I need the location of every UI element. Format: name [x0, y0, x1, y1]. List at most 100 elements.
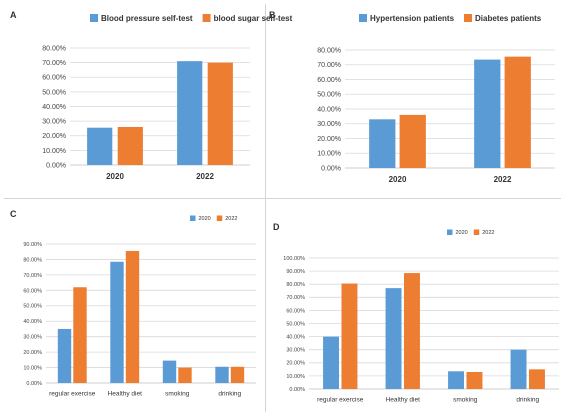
bar-2020-regular-exercise: [323, 336, 339, 389]
chart-panel-b: B 0.00% 10.00% 20.00% 30.00% 40.00% 50.00% 60.0…: [267, 0, 565, 198]
legend-swatch: [190, 215, 196, 221]
bar-2020-healthy-diet: [385, 288, 402, 389]
legend-swatch: [202, 14, 211, 22]
bar-2020-drinking: [510, 349, 527, 389]
bar-2020-healthy-diet: [110, 261, 124, 383]
bar-diabetes-patients-2022: [504, 56, 531, 169]
y-tick-label: 40.00%: [42, 104, 66, 111]
y-tick-label: 50.00%: [317, 92, 341, 99]
y-tick-label: 60.00%: [23, 288, 42, 294]
chart-svg: A 0.00% 10.00% 20.00% 30.00% 40.00% 50.00% 60.0…: [10, 10, 293, 181]
bar-2022-healthy-diet: [404, 273, 420, 389]
y-tick-label: 0.00%: [289, 387, 305, 393]
y-tick-label: 60.00%: [317, 77, 341, 84]
x-category-label: Healthy diet: [108, 391, 143, 398]
bar-diabetes-patients-2020: [399, 114, 426, 168]
bar-2020-drinking: [215, 366, 229, 383]
y-tick-label: 10.00%: [42, 148, 66, 155]
y-tick-label: 30.00%: [317, 121, 341, 128]
legend-swatch: [473, 229, 480, 235]
legend-swatch: [216, 215, 223, 221]
chart-panel-d: D 0.00% 10.00% 20.00% 30.00% 40.00% 50.00% 60.0…: [267, 200, 565, 416]
y-tick-label: 10.00%: [23, 365, 42, 371]
legend-label: blood sugar self-test: [214, 14, 293, 23]
y-tick-label: 0.00%: [46, 162, 66, 169]
bar-2022-regular-exercise: [73, 287, 87, 383]
y-tick-label: 60.00%: [42, 75, 66, 82]
y-tick-label: 30.00%: [42, 119, 66, 126]
y-tick-label: 20.00%: [42, 133, 66, 140]
y-tick-label: 80.00%: [286, 282, 305, 288]
bar-2022-regular-exercise: [341, 283, 358, 389]
chart-svg: B 0.00% 10.00% 20.00% 30.00% 40.00% 50.00% 60.0…: [269, 10, 555, 184]
bar-blood-sugar-self-test-2020: [117, 126, 143, 165]
x-category-label: drinking: [218, 391, 241, 398]
y-tick-label: 80.00%: [317, 47, 341, 54]
x-category-label: regular exercise: [49, 391, 96, 398]
y-tick-label: 60.00%: [286, 308, 305, 314]
bar-2022-drinking: [230, 366, 245, 383]
y-tick-label: 70.00%: [23, 273, 42, 279]
legend-swatch: [90, 14, 98, 22]
legend-label: 2022: [482, 230, 494, 236]
chart-svg: D 0.00% 10.00% 20.00% 30.00% 40.00% 50.00% 60.0…: [273, 222, 559, 404]
bar-2020-regular-exercise: [57, 328, 72, 383]
panel-letter: C: [10, 209, 17, 219]
bar-2022-smoking: [178, 367, 192, 383]
panel-divider-horizontal: [4, 198, 561, 199]
y-tick-label: 90.00%: [23, 242, 42, 248]
panel-letter: D: [273, 222, 280, 232]
legend-swatch: [447, 229, 453, 235]
y-tick-label: 70.00%: [42, 60, 66, 67]
bar-hypertension-patients-2020: [369, 119, 396, 168]
y-tick-label: 40.00%: [286, 335, 305, 341]
y-tick-label: 20.00%: [317, 136, 341, 143]
y-tick-label: 40.00%: [23, 319, 42, 325]
legend-label: Hypertension patients: [370, 14, 455, 23]
y-tick-label: 40.00%: [317, 106, 341, 113]
bar-hypertension-patients-2022: [474, 59, 501, 168]
y-tick-label: 20.00%: [23, 350, 42, 356]
y-tick-label: 80.00%: [23, 257, 42, 263]
bar-blood-pressure-self-test-2020: [87, 127, 113, 165]
chart-svg: C 0.00% 10.00% 20.00% 30.00% 40.00% 50.00% 60.0…: [10, 209, 256, 398]
legend-swatch: [359, 14, 367, 22]
y-tick-label: 20.00%: [286, 361, 305, 367]
chart-panel-c: C 0.00% 10.00% 20.00% 30.00% 40.00% 50.00% 60.0…: [0, 200, 262, 416]
y-tick-label: 50.00%: [23, 304, 42, 310]
bar-2022-healthy-diet: [125, 250, 140, 383]
y-tick-label: 50.00%: [286, 321, 305, 327]
bar-2020-smoking: [162, 360, 177, 383]
y-tick-label: 10.00%: [317, 151, 341, 158]
x-category-label: 2022: [196, 172, 214, 181]
x-category-label: 2020: [389, 175, 407, 184]
bar-2022-smoking: [466, 371, 483, 389]
x-category-label: drinking: [516, 397, 539, 404]
y-tick-label: 0.00%: [26, 381, 42, 387]
x-category-label: regular exercise: [317, 397, 364, 404]
legend-label: Blood pressure self-test: [101, 14, 193, 23]
y-tick-label: 30.00%: [23, 335, 42, 341]
y-tick-label: 70.00%: [317, 62, 341, 69]
legend-label: 2022: [225, 216, 237, 222]
x-category-label: Healthy diet: [386, 397, 421, 404]
x-category-label: 2020: [106, 172, 124, 181]
y-tick-label: 0.00%: [321, 165, 341, 172]
legend-label: 2020: [199, 216, 211, 222]
x-category-label: smoking: [453, 397, 478, 404]
y-tick-label: 90.00%: [286, 269, 305, 275]
y-tick-label: 80.00%: [42, 45, 66, 52]
x-category-label: smoking: [165, 391, 190, 398]
panel-letter: A: [10, 10, 17, 20]
y-tick-label: 30.00%: [286, 348, 305, 354]
legend-label: 2020: [456, 230, 468, 236]
x-category-label: 2022: [494, 175, 512, 184]
bar-2020-smoking: [448, 371, 464, 389]
y-tick-label: 50.00%: [42, 89, 66, 96]
y-tick-label: 70.00%: [286, 295, 305, 301]
bar-blood-pressure-self-test-2022: [177, 61, 203, 165]
legend-label: Diabetes patients: [475, 14, 542, 23]
panel-divider-vertical: [265, 4, 266, 412]
y-tick-label: 10.00%: [286, 374, 305, 380]
legend-swatch: [464, 14, 473, 22]
